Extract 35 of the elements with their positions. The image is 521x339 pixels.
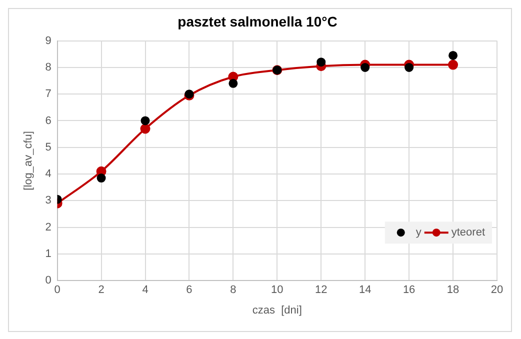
x-tick-label: 4 <box>142 284 148 296</box>
y-tick-label: 8 <box>45 61 52 74</box>
x-tick-label: 0 <box>54 284 60 296</box>
chart-title: pasztet salmonella 10°C <box>178 13 338 30</box>
y-tick-label: 6 <box>45 114 52 127</box>
x-axis-title: czas [dni] <box>252 304 302 316</box>
point <box>404 62 414 72</box>
y-tick-label: 9 <box>45 34 52 47</box>
point <box>316 58 326 67</box>
y-tick-label: 5 <box>45 141 52 154</box>
point <box>140 116 150 126</box>
point <box>96 174 106 183</box>
x-tick-label: 20 <box>490 284 504 296</box>
x-tick-label: 12 <box>315 284 328 296</box>
x-tick-label: 14 <box>358 284 372 296</box>
legend-label: yteoret <box>451 226 486 239</box>
x-tick-label: 6 <box>186 284 192 296</box>
point <box>228 78 238 88</box>
x-tick-label: 16 <box>402 284 416 296</box>
y-axis-title: [log_av_cfu] <box>22 131 35 190</box>
legend-label: y <box>416 226 422 239</box>
point <box>360 62 370 72</box>
y-tick-label: 1 <box>45 248 52 260</box>
x-tick-label: 2 <box>98 284 104 296</box>
y-tick-label: 7 <box>45 88 52 100</box>
y-tick-label: 3 <box>45 194 52 207</box>
x-tick-label: 10 <box>271 284 284 296</box>
x-tick-label: 18 <box>446 284 460 296</box>
point <box>448 50 458 60</box>
y-tick-label: 4 <box>45 168 52 180</box>
y-tick-label: 0 <box>45 274 52 287</box>
y-tick-label: 2 <box>45 221 52 234</box>
x-tick-label: 8 <box>230 284 236 296</box>
point <box>140 124 150 134</box>
point <box>448 60 458 70</box>
